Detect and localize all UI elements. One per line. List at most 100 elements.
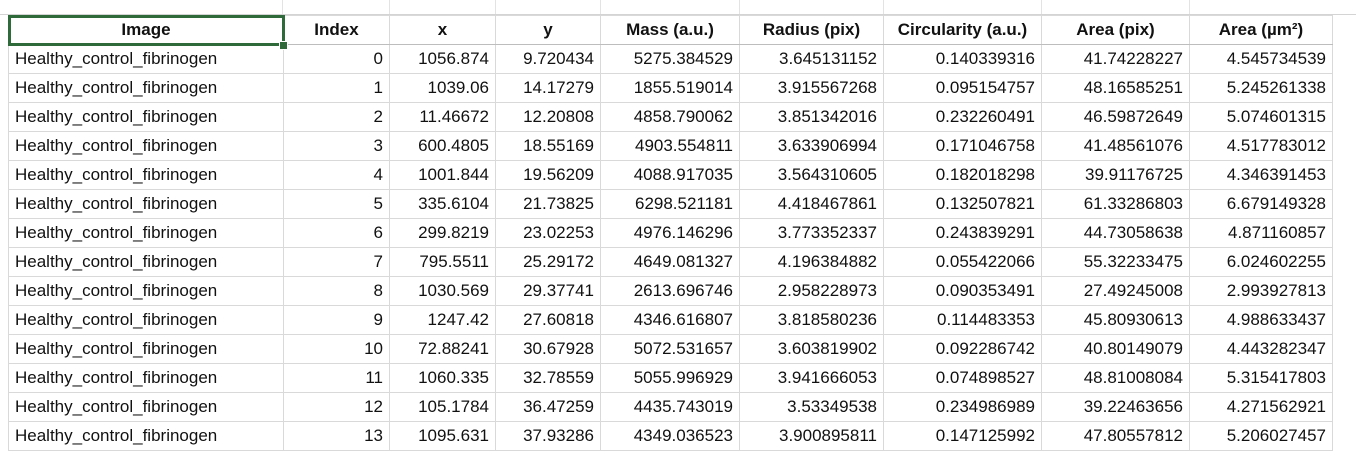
cell-y[interactable]: 36.47259 xyxy=(495,392,601,422)
cell-x[interactable]: 335.6104 xyxy=(389,189,496,219)
cell-index[interactable]: 13 xyxy=(283,421,390,451)
cell-radius[interactable]: 3.900895811 xyxy=(739,421,884,451)
cell-area-um2[interactable]: 5.074601315 xyxy=(1189,102,1333,132)
cell-area-um2[interactable]: 2.993927813 xyxy=(1189,276,1333,306)
cell-y[interactable]: 12.20808 xyxy=(495,102,601,132)
cell-x[interactable]: 299.8219 xyxy=(389,218,496,248)
cell-area-um2[interactable]: 4.545734539 xyxy=(1189,44,1333,74)
cell-index[interactable]: 11 xyxy=(283,363,390,393)
cell-circularity[interactable]: 0.182018298 xyxy=(883,160,1042,190)
cell-area-pix[interactable]: 41.74228227 xyxy=(1041,44,1190,74)
cell-y[interactable]: 29.37741 xyxy=(495,276,601,306)
cell-mass[interactable]: 2613.696746 xyxy=(600,276,740,306)
cell-area-pix[interactable]: 40.80149079 xyxy=(1041,334,1190,364)
header-cell-x[interactable]: x xyxy=(389,15,496,45)
cell-radius[interactable]: 3.633906994 xyxy=(739,131,884,161)
cell-circularity[interactable]: 0.132507821 xyxy=(883,189,1042,219)
cell-y[interactable]: 37.93286 xyxy=(495,421,601,451)
cell-image[interactable]: Healthy_control_fibrinogen xyxy=(8,421,284,451)
cell-mass[interactable]: 4649.081327 xyxy=(600,247,740,277)
cell-area-pix[interactable]: 46.59872649 xyxy=(1041,102,1190,132)
cell-x[interactable]: 1095.631 xyxy=(389,421,496,451)
cell-x[interactable]: 11.46672 xyxy=(389,102,496,132)
cell-image[interactable]: Healthy_control_fibrinogen xyxy=(8,44,284,74)
cell-y[interactable]: 19.56209 xyxy=(495,160,601,190)
cell-area-pix[interactable]: 44.73058638 xyxy=(1041,218,1190,248)
cell-index[interactable]: 5 xyxy=(283,189,390,219)
cell-area-pix[interactable]: 47.80557812 xyxy=(1041,421,1190,451)
cell-image[interactable]: Healthy_control_fibrinogen xyxy=(8,131,284,161)
cell-index[interactable]: 9 xyxy=(283,305,390,335)
cell-radius[interactable]: 3.818580236 xyxy=(739,305,884,335)
cell-area-pix[interactable]: 27.49245008 xyxy=(1041,276,1190,306)
cell-image[interactable]: Healthy_control_fibrinogen xyxy=(8,305,284,335)
cell-mass[interactable]: 4435.743019 xyxy=(600,392,740,422)
cell-image[interactable]: Healthy_control_fibrinogen xyxy=(8,392,284,422)
cell-x[interactable]: 1030.569 xyxy=(389,276,496,306)
cell-radius[interactable]: 4.418467861 xyxy=(739,189,884,219)
cell-radius[interactable]: 3.851342016 xyxy=(739,102,884,132)
cell-x[interactable]: 1247.42 xyxy=(389,305,496,335)
cell-radius[interactable]: 3.53349538 xyxy=(739,392,884,422)
cell-area-um2[interactable]: 6.024602255 xyxy=(1189,247,1333,277)
header-cell-image[interactable]: Image xyxy=(7,14,285,46)
cell-mass[interactable]: 5072.531657 xyxy=(600,334,740,364)
cell-mass[interactable]: 1855.519014 xyxy=(600,73,740,103)
cell-radius[interactable]: 3.603819902 xyxy=(739,334,884,364)
cell-circularity[interactable]: 0.171046758 xyxy=(883,131,1042,161)
cell-area-um2[interactable]: 5.245261338 xyxy=(1189,73,1333,103)
cell-radius[interactable]: 4.196384882 xyxy=(739,247,884,277)
cell-circularity[interactable]: 0.147125992 xyxy=(883,421,1042,451)
cell-area-um2[interactable]: 4.871160857 xyxy=(1189,218,1333,248)
cell-area-um2[interactable]: 4.271562921 xyxy=(1189,392,1333,422)
cell-radius[interactable]: 3.564310605 xyxy=(739,160,884,190)
cell-radius[interactable]: 2.958228973 xyxy=(739,276,884,306)
cell-image[interactable]: Healthy_control_fibrinogen xyxy=(8,363,284,393)
cell-index[interactable]: 0 xyxy=(283,44,390,74)
header-cell-area-um2[interactable]: Area (µm²) xyxy=(1189,15,1333,45)
cell-mass[interactable]: 4976.146296 xyxy=(600,218,740,248)
cell-mass[interactable]: 4903.554811 xyxy=(600,131,740,161)
cell-circularity[interactable]: 0.234986989 xyxy=(883,392,1042,422)
cell-area-pix[interactable]: 48.16585251 xyxy=(1041,73,1190,103)
cell-circularity[interactable]: 0.243839291 xyxy=(883,218,1042,248)
cell-area-um2[interactable]: 6.679149328 xyxy=(1189,189,1333,219)
cell-radius[interactable]: 3.773352337 xyxy=(739,218,884,248)
cell-x[interactable]: 795.5511 xyxy=(389,247,496,277)
cell-y[interactable]: 14.17279 xyxy=(495,73,601,103)
cell-area-um2[interactable]: 4.517783012 xyxy=(1189,131,1333,161)
cell-mass[interactable]: 4858.790062 xyxy=(600,102,740,132)
cell-circularity[interactable]: 0.095154757 xyxy=(883,73,1042,103)
cell-index[interactable]: 10 xyxy=(283,334,390,364)
cell-circularity[interactable]: 0.090353491 xyxy=(883,276,1042,306)
cell-area-pix[interactable]: 45.80930613 xyxy=(1041,305,1190,335)
cell-area-um2[interactable]: 4.988633437 xyxy=(1189,305,1333,335)
cell-image[interactable]: Healthy_control_fibrinogen xyxy=(8,102,284,132)
cell-area-pix[interactable]: 39.22463656 xyxy=(1041,392,1190,422)
cell-mass[interactable]: 4349.036523 xyxy=(600,421,740,451)
cell-area-um2[interactable]: 4.346391453 xyxy=(1189,160,1333,190)
cell-image[interactable]: Healthy_control_fibrinogen xyxy=(8,189,284,219)
cell-y[interactable]: 30.67928 xyxy=(495,334,601,364)
cell-radius[interactable]: 3.915567268 xyxy=(739,73,884,103)
cell-mass[interactable]: 5055.996929 xyxy=(600,363,740,393)
cell-image[interactable]: Healthy_control_fibrinogen xyxy=(8,160,284,190)
cell-image[interactable]: Healthy_control_fibrinogen xyxy=(8,334,284,364)
cell-area-um2[interactable]: 5.206027457 xyxy=(1189,421,1333,451)
cell-circularity[interactable]: 0.074898527 xyxy=(883,363,1042,393)
header-cell-area-pix[interactable]: Area (pix) xyxy=(1041,15,1190,45)
cell-index[interactable]: 4 xyxy=(283,160,390,190)
cell-mass[interactable]: 4088.917035 xyxy=(600,160,740,190)
cell-index[interactable]: 6 xyxy=(283,218,390,248)
cell-area-pix[interactable]: 39.91176725 xyxy=(1041,160,1190,190)
cell-area-pix[interactable]: 61.33286803 xyxy=(1041,189,1190,219)
header-cell-circularity[interactable]: Circularity (a.u.) xyxy=(883,15,1042,45)
cell-x[interactable]: 1001.844 xyxy=(389,160,496,190)
cell-area-um2[interactable]: 5.315417803 xyxy=(1189,363,1333,393)
cell-y[interactable]: 23.02253 xyxy=(495,218,601,248)
cell-circularity[interactable]: 0.140339316 xyxy=(883,44,1042,74)
cell-image[interactable]: Healthy_control_fibrinogen xyxy=(8,73,284,103)
cell-area-pix[interactable]: 41.48561076 xyxy=(1041,131,1190,161)
cell-circularity[interactable]: 0.092286742 xyxy=(883,334,1042,364)
selection-fill-handle[interactable] xyxy=(279,41,288,50)
